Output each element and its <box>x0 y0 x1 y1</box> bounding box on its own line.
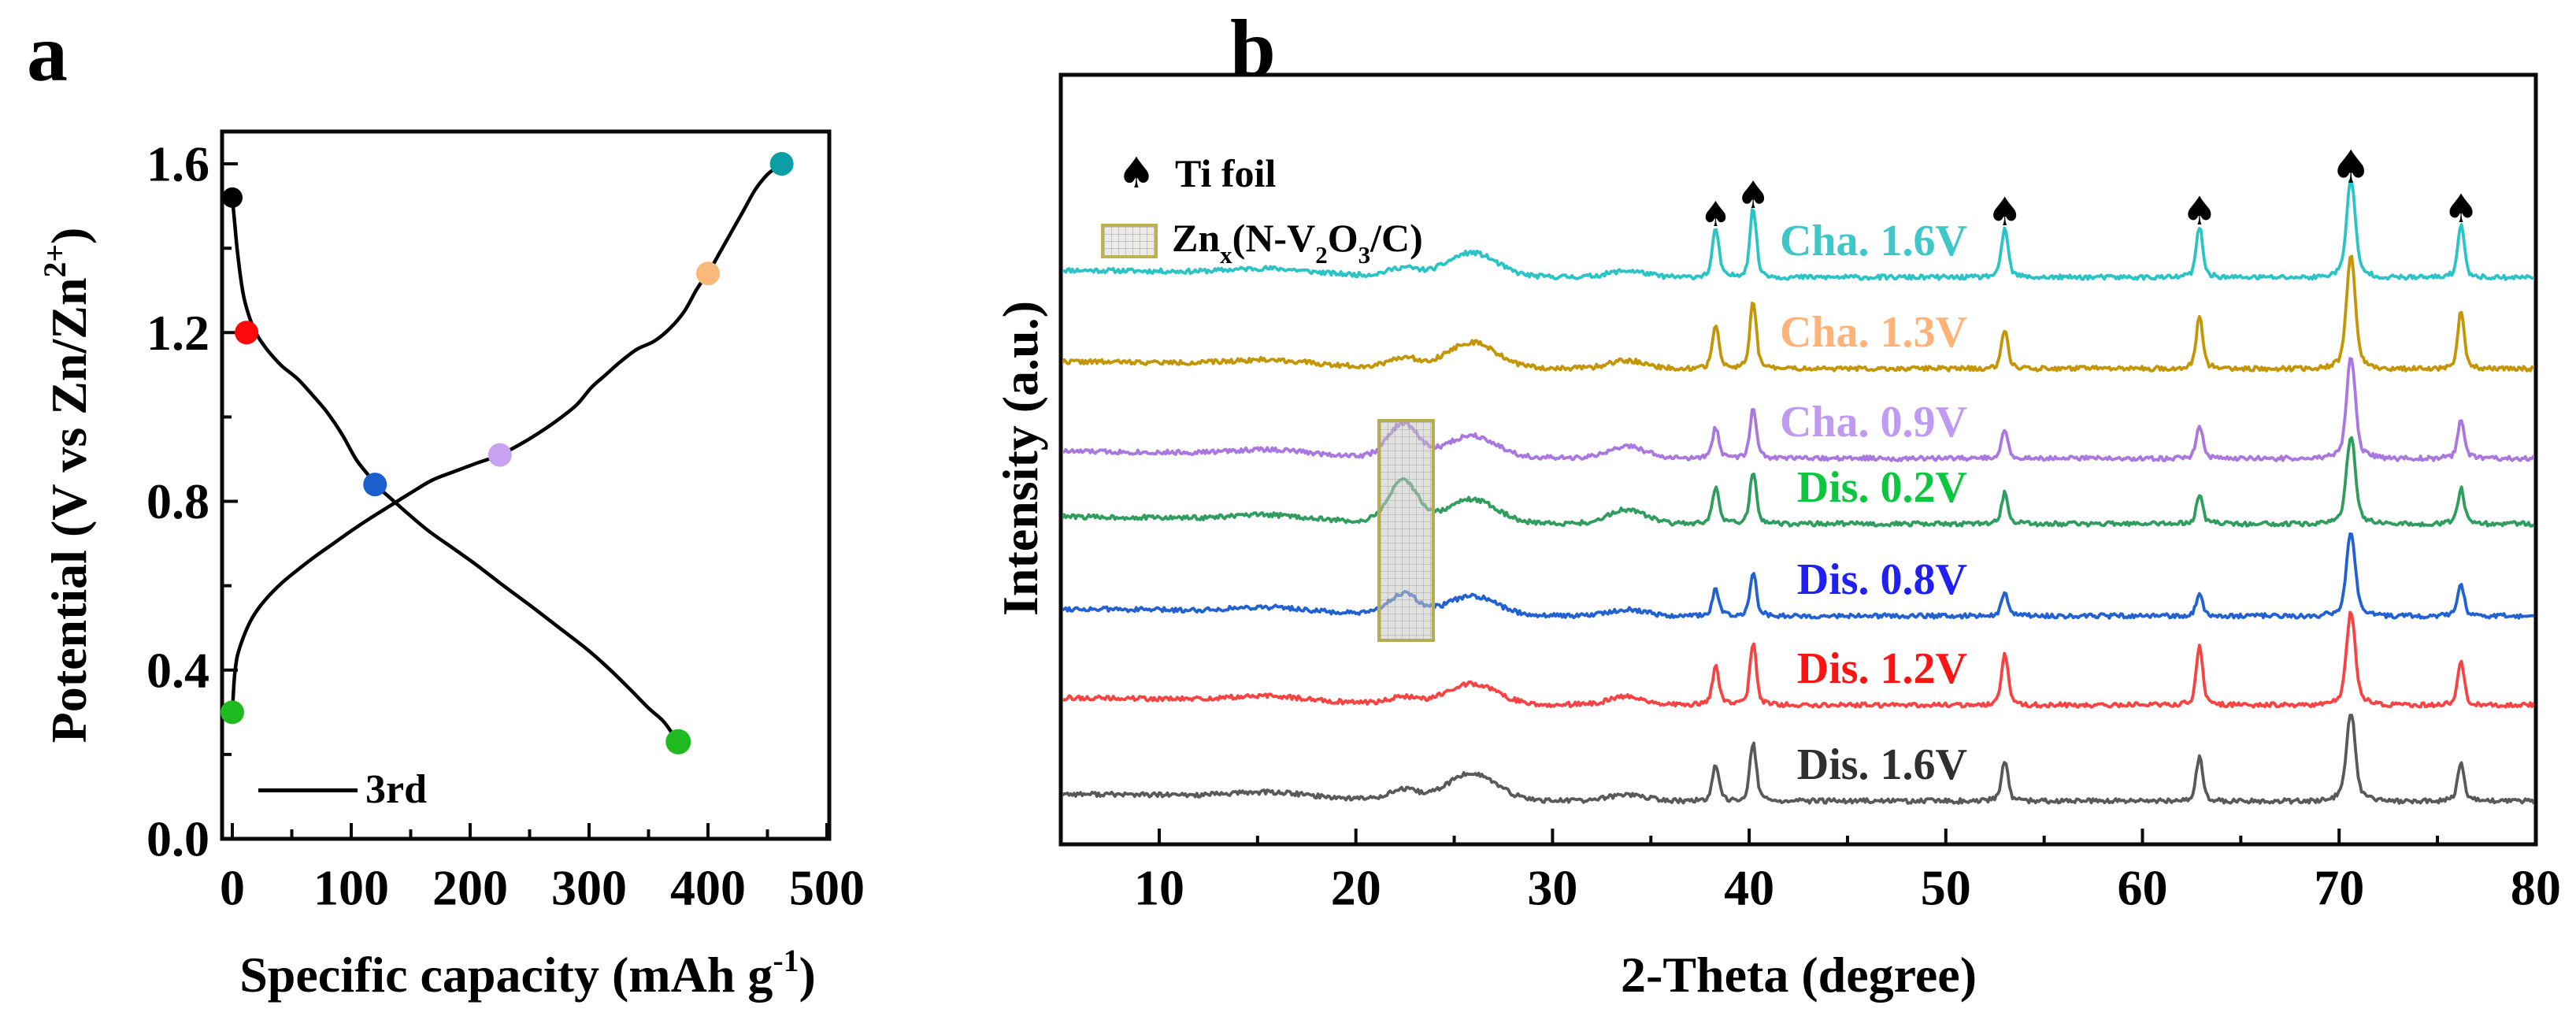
panel-b-x-tick-label: 80 <box>2511 860 2561 916</box>
panel-a-plot: 0 100 200 300 400 500 0.0 0.4 0.8 1.2 1.6 <box>146 129 865 916</box>
panel-a-x-tick-label: 200 <box>432 860 508 916</box>
panel-b-legend-ti-foil: ♠ Ti foil <box>1112 148 1277 198</box>
panel-a-legend: 3rd <box>258 770 427 810</box>
panel-b-x-tick-label: 50 <box>1921 860 1971 916</box>
panel-b-legend-znx: Znx(N-V2O3/C) <box>1101 216 1423 269</box>
curve-discharge <box>230 195 683 751</box>
panel-b-frame <box>1058 72 2538 847</box>
highlight-swatch-icon <box>1101 224 1158 258</box>
panel-b-x-tick-label: 10 <box>1134 860 1184 916</box>
panel-a-y-tick-label: 0.4 <box>146 642 209 698</box>
legend-znx-label: Znx(N-V2O3/C) <box>1172 216 1423 269</box>
trace-label-dis-1-6v: Dis. 1.6V <box>1796 740 1967 789</box>
marker-cha-1.3V <box>696 261 720 286</box>
trace-label-dis-0-2v: Dis. 0.2V <box>1796 463 1967 512</box>
trace-label-dis-1-2v: Dis. 1.2V <box>1796 644 1967 693</box>
panel-b-x-axis-title: 2-Theta (degree) <box>1621 947 1977 1003</box>
ti-foil-spade-icon: ♠ <box>2444 186 2479 232</box>
ti-foil-spade-icon: ♠ <box>1736 173 1770 217</box>
spade-icon: ♠ <box>1117 148 1156 198</box>
panel-a-y-axis-title: Potential (V vs Zn/Zn2+) <box>37 227 98 744</box>
panel-a-x-tick-label: 100 <box>313 860 389 916</box>
panel-b-x-tick-label: 60 <box>2118 860 2168 916</box>
xrd-trace-dis-0-8v <box>1062 532 2534 620</box>
xrd-trace-dis-0-2v <box>1062 436 2534 528</box>
xrd-traces <box>1062 179 2534 805</box>
curve-charge <box>230 161 784 714</box>
xrd-trace-dis-1-6v <box>1062 714 2534 805</box>
panel-b-x-tick-label: 20 <box>1331 860 1381 916</box>
marker-dis-1.2V <box>235 321 259 345</box>
trace-label-cha-1-3v: Cha. 1.3V <box>1779 308 1967 357</box>
ti-foil-spade-icon: ♠ <box>1987 189 2022 235</box>
panel-a-letter: a <box>27 8 68 98</box>
marker-cha-0.9V <box>487 443 512 467</box>
marker-discharge-start <box>222 187 243 208</box>
marker-cha-1.6V <box>769 152 794 176</box>
panel-b-x-tick-label: 40 <box>1724 860 1774 916</box>
panel-a-y-tick-label: 0.0 <box>146 811 209 867</box>
panel-a-frame <box>220 129 832 841</box>
panel-a-y-tick-label: 1.2 <box>146 305 209 361</box>
panel-a-y-tick-label: 1.6 <box>146 136 209 192</box>
marker-dis-0.8V <box>363 473 387 497</box>
xrd-trace-cha-1-3v <box>1062 254 2534 373</box>
xrd-trace-cha-0-9v <box>1062 357 2534 462</box>
panel-a-x-tick-label: 400 <box>670 860 746 916</box>
panel-a-x-tick-label: 500 <box>789 860 865 916</box>
panel-b-plot: 10 20 30 40 50 60 70 80♠ ♠ ♠ ♠♠♠ <box>1058 72 2561 916</box>
panel-a-x-tick-label: 300 <box>551 860 627 916</box>
ti-foil-spade-icon: ♠ <box>1700 195 1731 235</box>
trace-label-cha-0-9v: Cha. 0.9V <box>1779 398 1967 447</box>
panel-b-x-tick-label: 30 <box>1527 860 1577 916</box>
legend-line-sample <box>258 788 358 792</box>
trace-label-cha-1-6v: Cha. 1.6V <box>1779 217 1967 265</box>
panel-b-y-axis-title: Intensity (a.u.) <box>992 300 1048 617</box>
xrd-trace-cha-1-6v <box>1062 179 2534 281</box>
marker-dis-0.2V <box>665 729 691 755</box>
legend-series-label: 3rd <box>365 767 427 812</box>
ti-foil-spade-icon: ♠ <box>2330 140 2371 194</box>
panel-b-letter: b <box>1230 3 1276 94</box>
ti-foil-spade-icon: ♠ <box>2181 188 2217 234</box>
trace-label-dis-0-8v: Dis. 0.8V <box>1796 555 1967 604</box>
legend-ti-foil-label: Ti foil <box>1175 151 1277 195</box>
panel-a-y-tick-label: 0.8 <box>146 473 209 529</box>
panel-a-x-axis-title: Specific capacity (mAh g-1) <box>239 943 816 1003</box>
xrd-trace-dis-1-2v <box>1062 610 2534 709</box>
panel-b-x-tick-label: 70 <box>2314 860 2364 916</box>
panel-a-x-tick-label: 0 <box>220 860 245 916</box>
marker-charge-start <box>221 700 244 725</box>
